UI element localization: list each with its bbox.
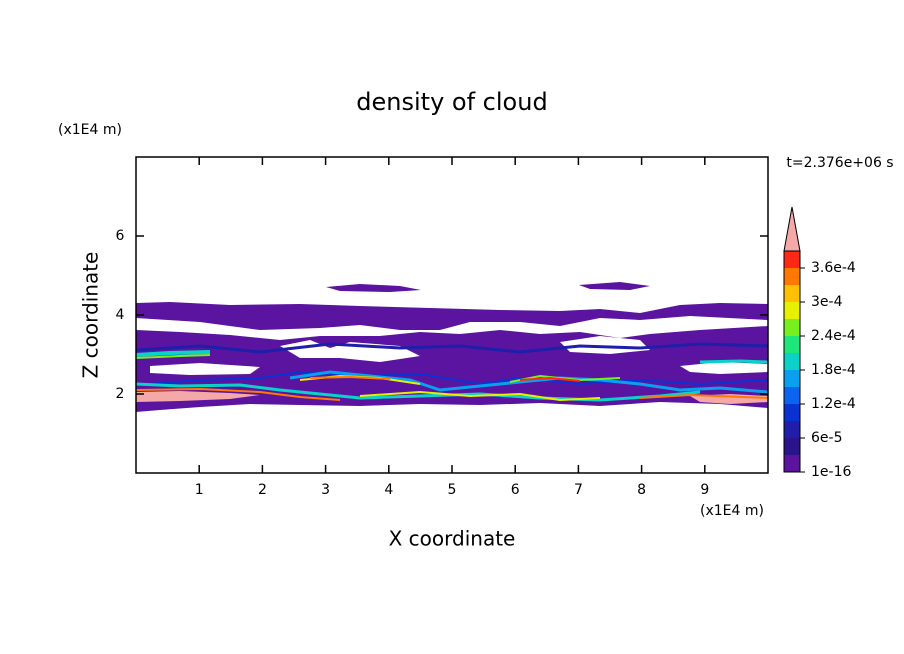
x-tick-label: 6 bbox=[511, 482, 520, 498]
y-unit-label: (x1E4 m) bbox=[58, 122, 122, 138]
colorbar-tick-label: 1e-16 bbox=[811, 464, 851, 480]
y-axis-label: Z coordinate bbox=[79, 252, 103, 379]
chart-title: density of cloud bbox=[356, 88, 547, 116]
colorbar-tick-label: 6e-5 bbox=[811, 430, 842, 446]
x-tick-label: 3 bbox=[321, 482, 330, 498]
x-unit-label: (x1E4 m) bbox=[700, 503, 764, 519]
x-tick-label: 2 bbox=[258, 482, 267, 498]
colorbar-band bbox=[784, 251, 800, 268]
colorbar-band bbox=[784, 353, 800, 370]
x-tick-label: 9 bbox=[700, 482, 709, 498]
x-axis-label: X coordinate bbox=[389, 527, 516, 551]
colorbar-tick-label: 1.8e-4 bbox=[811, 362, 856, 378]
colorbar-tick-label: 2.4e-4 bbox=[811, 328, 856, 344]
x-tick-label: 8 bbox=[637, 482, 646, 498]
colorbar-band bbox=[784, 421, 800, 438]
colorbar-extend bbox=[783, 206, 801, 252]
x-tick-label: 4 bbox=[384, 482, 393, 498]
colorbar-band bbox=[784, 370, 800, 387]
colorbar-band bbox=[784, 404, 800, 421]
colorbar-band bbox=[784, 319, 800, 336]
colorbar-band bbox=[784, 268, 800, 285]
colorbar-band bbox=[784, 302, 800, 319]
colorbar-tick-label: 3.6e-4 bbox=[811, 260, 856, 276]
colorbar-band bbox=[784, 336, 800, 353]
colorbar-tick-label: 1.2e-4 bbox=[811, 396, 856, 412]
colorbar-frame bbox=[783, 250, 801, 473]
y-tick-label: 4 bbox=[116, 307, 125, 323]
y-tick-label: 6 bbox=[116, 228, 125, 244]
contour-field bbox=[135, 282, 769, 412]
time-annotation: t=2.376e+06 s bbox=[786, 155, 893, 171]
colorbar-band bbox=[784, 455, 800, 472]
x-tick-label: 7 bbox=[574, 482, 583, 498]
x-tick-label: 5 bbox=[448, 482, 457, 498]
colorbar-band bbox=[784, 285, 800, 302]
colorbar-band bbox=[784, 387, 800, 404]
colorbar-tick-label: 3e-4 bbox=[811, 294, 843, 310]
y-tick-label: 2 bbox=[116, 386, 125, 402]
x-tick-label: 1 bbox=[195, 482, 204, 498]
colorbar-band bbox=[784, 438, 800, 455]
